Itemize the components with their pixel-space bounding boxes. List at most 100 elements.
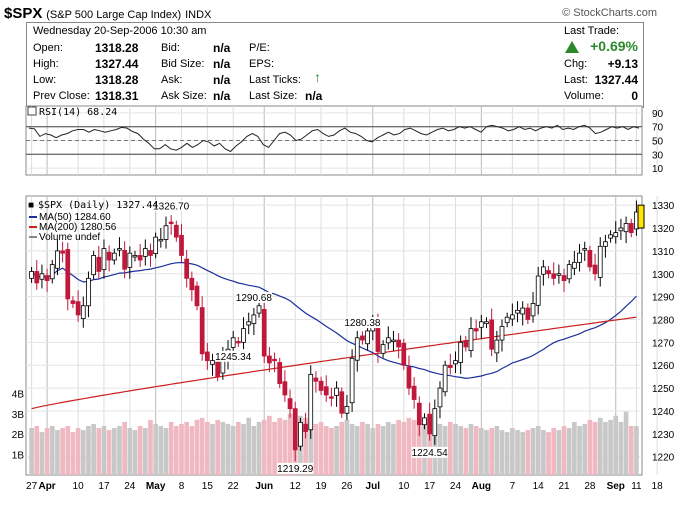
price-title: $SPX (Daily) 1327.44 — [38, 200, 158, 211]
bid-size-label: Bid Size: — [161, 58, 205, 70]
candle-body — [494, 339, 500, 354]
candle-body — [473, 328, 479, 332]
x-tick-label: 11 — [631, 481, 642, 492]
candle-body — [261, 309, 267, 357]
price-y-tick-label: 1240 — [652, 407, 675, 418]
brand-link[interactable]: © StockCharts.com — [562, 7, 657, 19]
volume-bar — [422, 417, 427, 475]
x-tick-label: 14 — [533, 481, 545, 492]
candle-body — [344, 405, 350, 414]
eps-label: EPS: — [249, 58, 275, 70]
price-annotation: 1245.34 — [215, 352, 252, 363]
x-tick-label: 28 — [584, 481, 596, 492]
volume-bar — [587, 419, 593, 475]
volume-bar — [463, 428, 469, 475]
volume-y-tick-label: 2B — [12, 430, 25, 441]
rsi-y-tick-label: 70 — [652, 123, 664, 134]
volume-bar — [515, 430, 520, 475]
candle-body — [535, 275, 541, 306]
candle-body — [453, 360, 458, 365]
bid-label: Bid: — [161, 42, 180, 54]
volume-bar — [49, 426, 55, 475]
price-annotation: 1219.29 — [277, 464, 314, 475]
candle-body — [525, 307, 531, 320]
candle-body — [298, 422, 303, 447]
legend-entry: MA(50) 1284.60 — [39, 212, 111, 223]
candle-body — [411, 385, 417, 400]
x-tick-label: 18 — [652, 481, 664, 492]
volume-bar — [385, 421, 391, 475]
candle-body — [437, 387, 443, 408]
price-y-tick-label: 1250 — [652, 384, 675, 395]
volume-bar — [546, 432, 551, 475]
volume-bar — [205, 421, 210, 475]
candle-body — [478, 321, 484, 328]
annotation-bg — [344, 317, 381, 329]
candle-body — [34, 271, 40, 284]
price-y-tick-label: 1300 — [652, 270, 675, 281]
volume-label: Volume: — [564, 90, 604, 102]
volume-bar — [592, 421, 598, 475]
volume-bar — [556, 430, 562, 475]
volume-bar — [251, 426, 257, 475]
volume-bar — [566, 428, 572, 475]
volume-bar — [277, 417, 283, 475]
candle-body — [561, 275, 567, 282]
candle-body — [613, 232, 619, 238]
candle-body — [230, 337, 236, 348]
volume-bar — [101, 426, 107, 475]
ma50-line — [31, 261, 637, 380]
candle-body — [556, 273, 562, 276]
candle-body — [499, 325, 505, 341]
volume-bar — [597, 417, 603, 475]
volume-bar — [194, 419, 200, 475]
price-y-tick-label: 1290 — [652, 293, 675, 304]
volume-bar — [267, 415, 272, 475]
candle-body — [137, 255, 143, 261]
candle-body — [515, 309, 520, 314]
candle-body — [246, 321, 252, 326]
candle-body — [334, 387, 339, 396]
volume-bar — [525, 430, 531, 475]
candle-body — [354, 337, 360, 361]
candle-body — [587, 250, 593, 268]
low-label: Low: — [33, 74, 57, 86]
symbol: $SPX — [4, 5, 43, 22]
volume-bar — [225, 423, 231, 475]
candle-body — [282, 381, 288, 396]
volume-bar — [142, 428, 148, 475]
candle-body — [608, 234, 613, 239]
candle-body — [287, 398, 293, 410]
volume-bar — [447, 421, 453, 475]
candle-body — [484, 321, 489, 325]
annotation-bg — [277, 462, 314, 474]
candle-body — [49, 264, 55, 280]
volume-bar — [80, 430, 86, 475]
x-tick-label: 10 — [398, 481, 410, 492]
volume-bar — [334, 426, 339, 475]
volume-bar — [189, 426, 195, 475]
volume-bar — [360, 421, 365, 475]
volume-value: 0 — [631, 89, 638, 103]
volume-bar — [416, 415, 422, 475]
candle-body — [96, 256, 102, 272]
candle-body — [365, 330, 370, 345]
last-size-label: Last Size: — [249, 90, 298, 102]
index-name: (S&P 500 Large Cap Index) — [46, 9, 182, 21]
volume-bar — [60, 428, 65, 475]
candle-body — [360, 335, 365, 341]
candle-body — [577, 252, 582, 263]
candle-body — [142, 248, 148, 257]
price-y-tick-label: 1260 — [652, 361, 675, 372]
candle-body — [458, 341, 464, 363]
pe-label: P/E: — [249, 42, 270, 54]
ask-size-value: n/a — [213, 89, 231, 103]
volume-y-tick-label: 3B — [12, 410, 25, 421]
x-tick-label: 15 — [202, 481, 214, 492]
volume-bar — [329, 428, 334, 475]
volume-bar — [613, 415, 619, 475]
up-tick-arrow-icon: ↑ — [314, 69, 321, 85]
volume-bar — [453, 423, 458, 475]
candle-body — [111, 252, 117, 261]
volume-bar — [484, 430, 489, 475]
